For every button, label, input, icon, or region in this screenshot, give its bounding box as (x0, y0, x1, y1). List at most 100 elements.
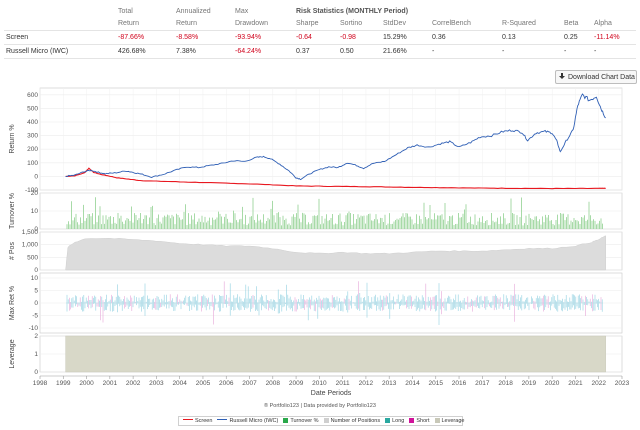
x-tick-label: 1999 (56, 380, 71, 387)
panel-frame-return (39, 87, 623, 191)
x-tick-label: 2018 (498, 380, 513, 387)
y-tick-label-return: 200 (27, 146, 38, 153)
y-tick-label-positions: 1,000 (22, 242, 39, 249)
screen-alpha: -11.14% (594, 34, 620, 41)
legend-item[interactable]: Russell Micro (IWC) (217, 417, 278, 426)
x-tick-label: 2006 (219, 380, 234, 387)
y-tick-label-leverage: 2 (34, 333, 38, 340)
download-icon (559, 73, 565, 80)
y-tick-label-turnover: 20 (31, 190, 39, 197)
x-tick-label: 2015 (429, 380, 444, 387)
y-tick-label-positions: 1,500 (22, 229, 39, 236)
legend-swatch (283, 417, 289, 423)
x-tick-label: 2002 (126, 380, 141, 387)
legend-item[interactable]: Screen (183, 417, 212, 426)
x-tick-label: 2023 (615, 380, 630, 387)
legend-swatch (409, 417, 415, 423)
col-header-annualized-1: Annualized (176, 8, 211, 15)
y-tick-label-leverage: 0 (34, 369, 38, 376)
x-tick-label: 2022 (591, 380, 606, 387)
y-tick-label-positions: 500 (27, 254, 38, 261)
col-header-sharpe: Sharpe (296, 20, 319, 27)
legend-swatch (385, 417, 391, 423)
legend-label: Leverage (441, 418, 465, 424)
y-axis-label-maxret: Max Ret % (9, 286, 16, 320)
y-tick-label-return: 100 (27, 160, 38, 167)
screen-annualized-return: -8.58% (176, 34, 199, 41)
x-tick-label: 2011 (336, 380, 350, 387)
x-axis-label: Date Periods (311, 390, 352, 397)
russell-stddev: 21.66% (383, 48, 407, 55)
x-tick-label: 2004 (172, 380, 187, 387)
russell-total-return: 426.68% (118, 48, 146, 55)
russell-sortino: 0.50 (340, 48, 354, 55)
screen-max-drawdown: -93.94% (235, 34, 262, 41)
y-tick-label-maxret: -10 (29, 325, 39, 332)
y-axis-label-leverage: Leverage (9, 339, 16, 368)
screen-correlbench: 0.36 (432, 34, 446, 41)
x-tick-label: 2016 (452, 380, 467, 387)
russell-correlbench: - (432, 48, 435, 55)
x-tick-label: 2000 (79, 380, 94, 387)
x-tick-label: 2008 (266, 380, 281, 387)
y-axis-label-return: Return % (9, 124, 16, 153)
y-axis-label-turnover: Turnover % (9, 193, 16, 229)
legend-swatch (217, 419, 228, 420)
legend-label: Short (416, 418, 430, 424)
screen-beta: 0.25 (564, 34, 578, 41)
y-tick-label-return: 500 (27, 105, 38, 112)
russell-beta: - (564, 48, 567, 55)
y-tick-label-maxret: 5 (34, 288, 38, 295)
download-chart-data-button[interactable]: Download Chart Data (555, 70, 637, 84)
screen-sharpe: -0.64 (296, 34, 312, 41)
legend-item[interactable]: Long (385, 417, 404, 426)
legend-item[interactable]: Leverage (434, 417, 465, 426)
y-tick-label-maxret: 10 (31, 275, 39, 282)
x-tick-label: 1998 (33, 380, 48, 387)
y-tick-label-turnover: 0 (34, 226, 38, 233)
download-label: Download Chart Data (568, 74, 635, 81)
x-tick-label: 2010 (312, 380, 327, 387)
risk-statistics-table: Total Return Annualized Return Max Drawd… (0, 0, 640, 62)
legend-swatch (183, 419, 193, 420)
legend-label: Number of Positions (330, 418, 381, 424)
screen-stddev: 15.29% (383, 34, 407, 41)
x-tick-label: 2014 (405, 380, 420, 387)
leverage-area (65, 335, 606, 373)
legend-item[interactable]: Short (409, 417, 430, 426)
legend-swatch (434, 417, 440, 423)
x-tick-label: 2003 (149, 380, 164, 387)
y-tick-label-return: -100 (25, 187, 38, 194)
x-tick-label: 2009 (289, 380, 304, 387)
positions-area (65, 235, 606, 271)
x-tick-label: 2019 (522, 380, 537, 387)
screen-total-return: -87.66% (118, 34, 145, 41)
y-tick-label-positions: 0 (34, 267, 38, 274)
legend-label: Long (392, 418, 405, 424)
col-header-maxdd-2: Drawdown (235, 20, 269, 27)
y-tick-label-return: 400 (27, 119, 38, 126)
y-tick-label-leverage: 1 (34, 351, 38, 358)
russell-annualized-return: 7.38% (176, 48, 196, 55)
russell-max-drawdown: -64.24% (235, 48, 262, 55)
russell-sharpe: 0.37 (296, 48, 310, 55)
col-header-sortino: Sortino (340, 20, 363, 27)
x-tick-label: 2020 (545, 380, 560, 387)
legend-label: Turnover % (290, 418, 319, 424)
col-header-alpha: Alpha (594, 20, 612, 27)
y-tick-label-return: 600 (27, 92, 38, 99)
row-name-screen: Screen (6, 34, 29, 41)
y-tick-label-return: 300 (27, 133, 38, 140)
col-header-total-2: Return (118, 20, 140, 27)
y-axis-label-positions: # Pos (9, 242, 16, 260)
legend-label: Screen (195, 418, 213, 424)
chart-credit: ® Portfolio123 | Data provided by Portfo… (264, 403, 376, 409)
col-header-rsquared: R-Squared (502, 20, 536, 27)
turnover-bars (66, 197, 603, 229)
legend-label: Russell Micro (IWC) (229, 418, 279, 424)
legend-item[interactable]: Turnover % (283, 417, 319, 426)
legend-item[interactable]: Number of Positions (323, 417, 381, 426)
y-tick-label-turnover: 10 (31, 208, 39, 215)
screen-rsquared: 0.13 (502, 34, 516, 41)
